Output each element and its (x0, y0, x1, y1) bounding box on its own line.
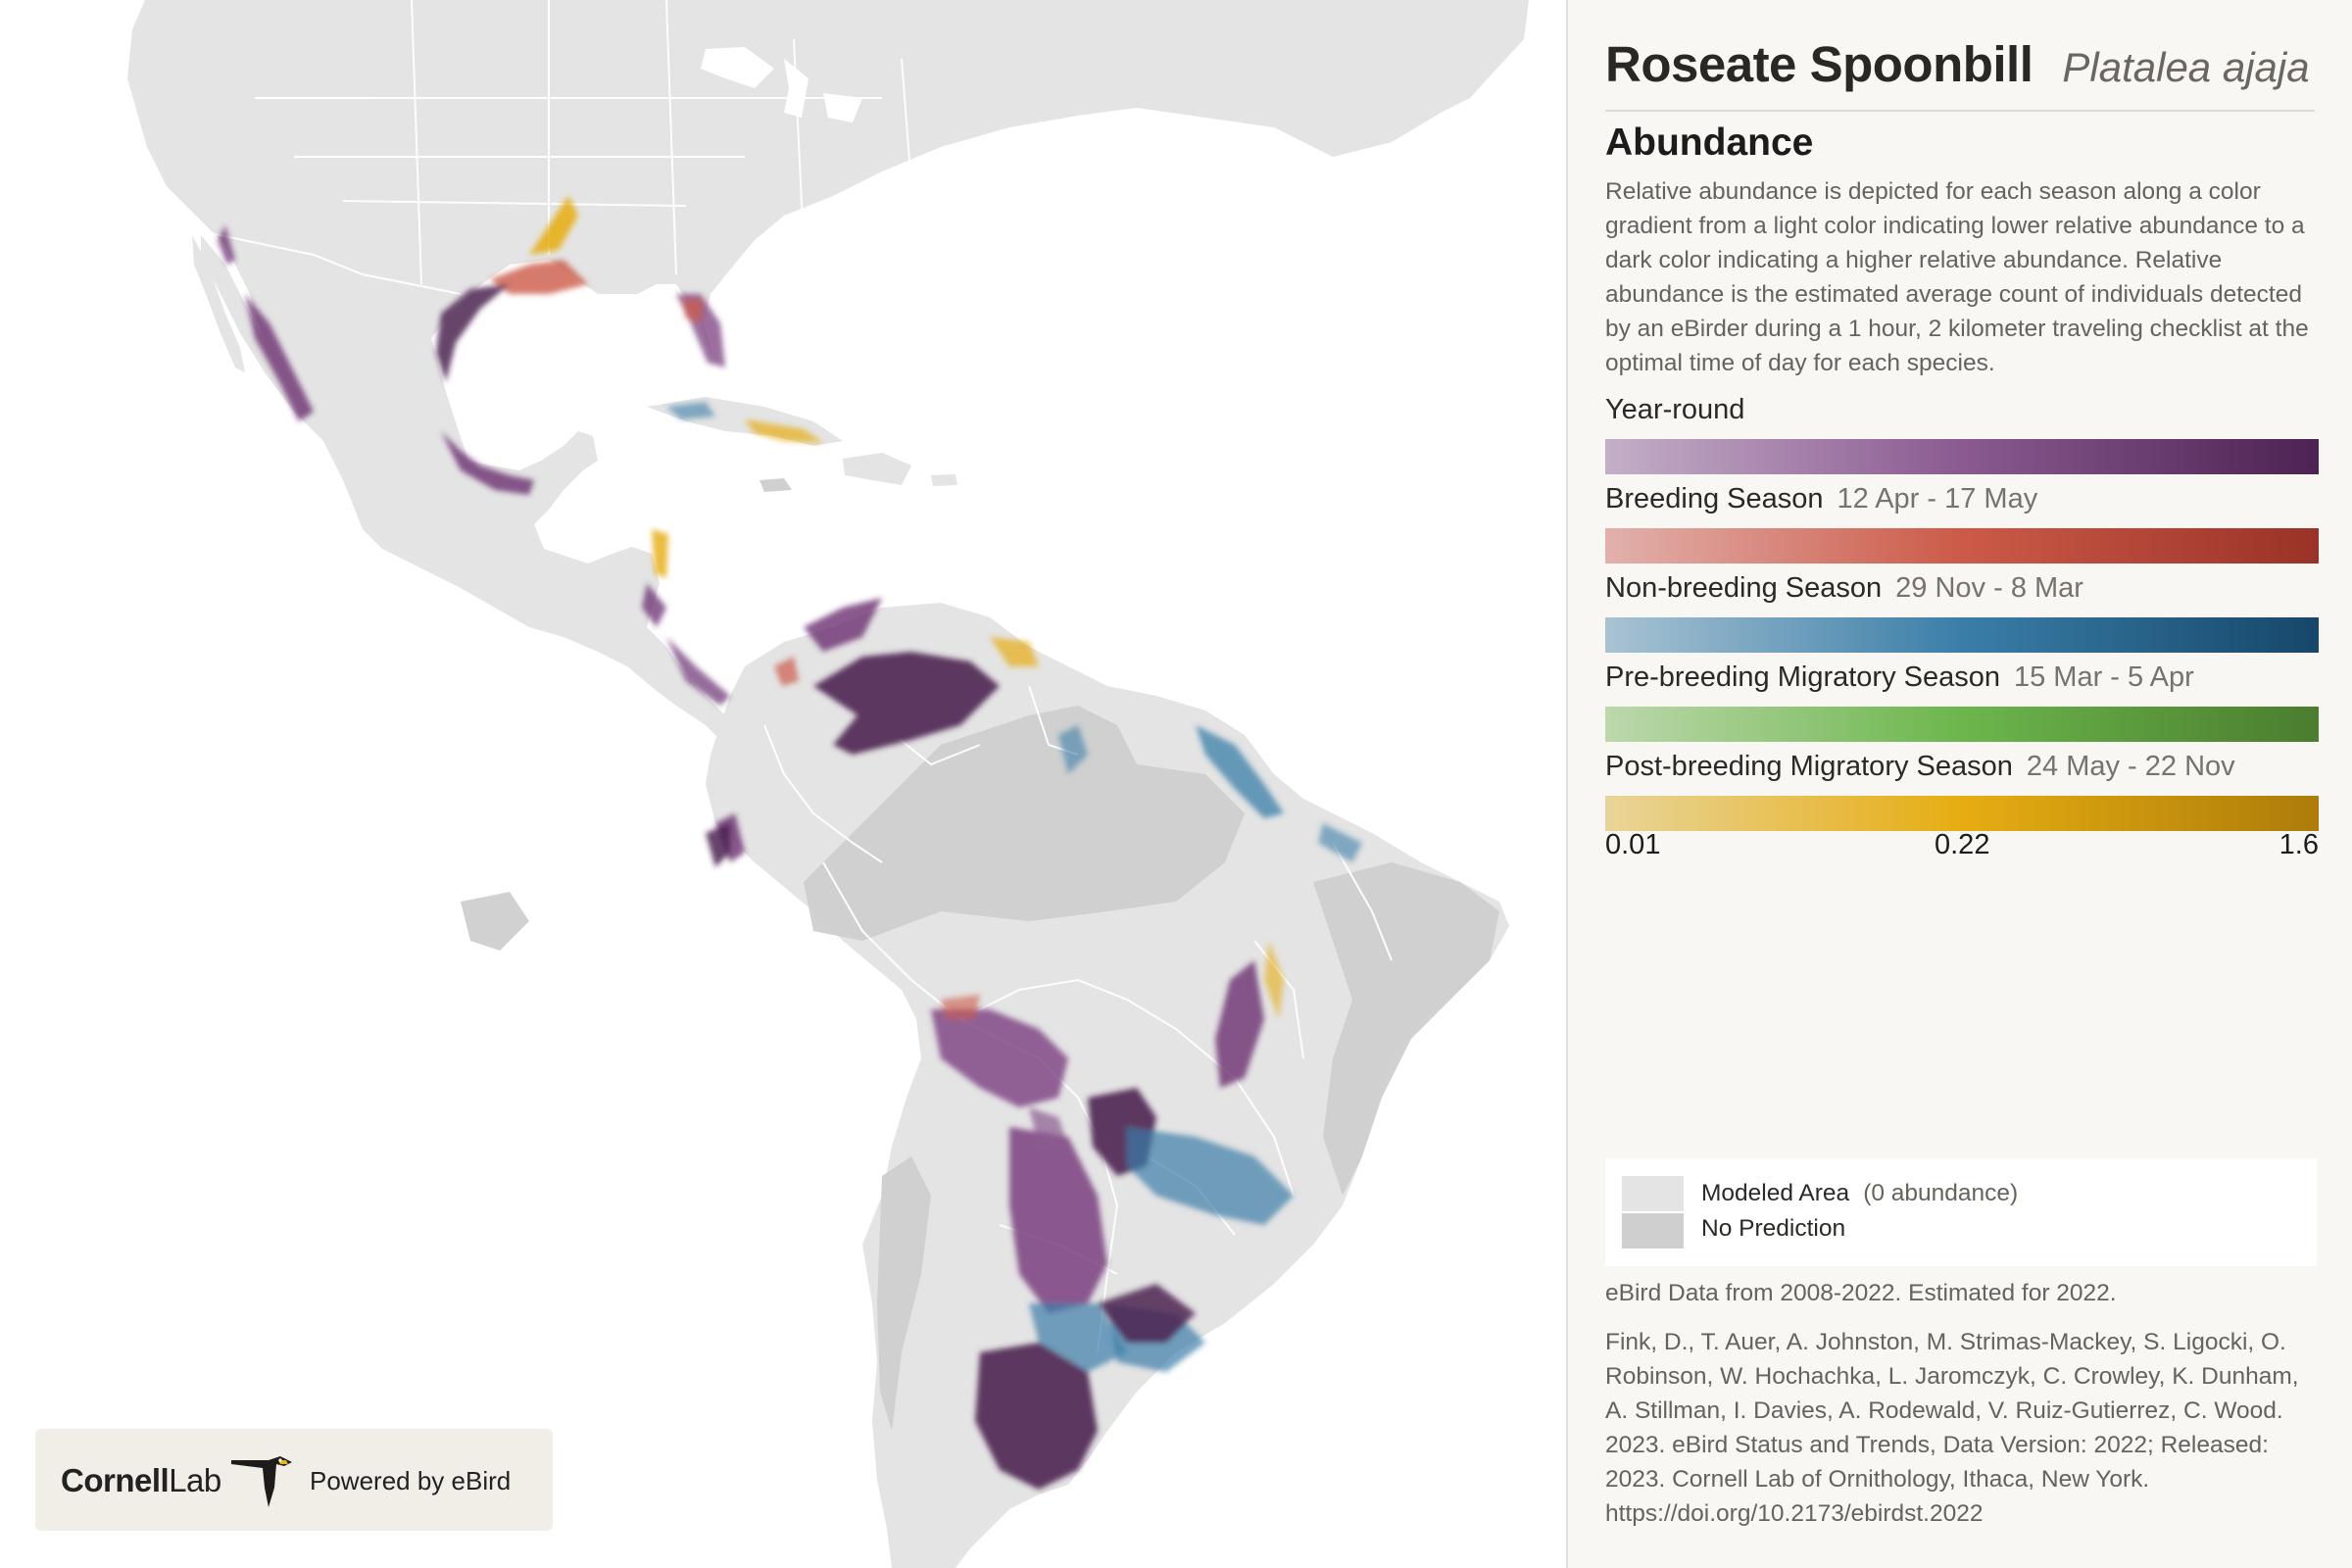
abundance-scale-ticks: 0.01 0.22 1.6 (1605, 829, 2319, 864)
jamaica (760, 478, 792, 492)
species-scientific-name: Platalea ajaja (2062, 44, 2310, 90)
season-dates: 24 May - 22 Nov (2026, 751, 2235, 782)
bird-logo-icon (231, 1456, 292, 1507)
abundance-heading: Abundance (1605, 122, 1814, 164)
map-panel[interactable]: CornellLab Powered by eBird (0, 0, 1566, 1568)
range-map[interactable] (0, 0, 1566, 1568)
season-label: Year-round (1605, 394, 1745, 425)
pre-breeding-color-bar (1605, 707, 2319, 742)
tick-mid: 0.22 (1935, 829, 1990, 860)
cornell-lab-wordmark: CornellLab (61, 1462, 221, 1498)
species-common-name: Roseate Spoonbill (1605, 36, 2034, 92)
season-dates: 12 Apr - 17 May (1837, 483, 2038, 514)
powered-by-ebird: Powered by eBird (310, 1466, 512, 1495)
season-label: Non-breeding Season (1605, 572, 1883, 604)
no-prediction-swatch (1622, 1213, 1684, 1249)
year-round-color-bar (1605, 439, 2319, 474)
season-dates: 15 Mar - 5 Apr (2013, 662, 2194, 693)
post-breeding-color-bar (1605, 796, 2319, 831)
season-post-breeding: Post-breeding Migratory Season 24 May - 2… (1605, 747, 2319, 831)
great-lakes (701, 47, 862, 122)
season-non-breeding: Non-breeding Season 29 Nov - 8 Mar (1605, 568, 2319, 653)
tick-min: 0.01 (1605, 829, 1661, 860)
cornell-lab-logo-box[interactable]: CornellLab Powered by eBird (35, 1429, 553, 1531)
modeled-area-swatch (1622, 1176, 1684, 1211)
area-legend: Modeled Area (0 abundance) No Prediction (1605, 1158, 2317, 1266)
baja-california (192, 235, 245, 372)
non-breeding-color-bar (1605, 617, 2319, 653)
puerto-rico (931, 474, 957, 486)
no-prediction-label: No Prediction (1701, 1215, 1846, 1242)
abundance-description: Relative abundance is depicted for each … (1605, 178, 2309, 376)
abundance-overlay (218, 196, 1362, 1490)
no-prediction-areas (461, 706, 1499, 1431)
hispaniola (843, 453, 911, 485)
species-title: Roseate Spoonbill Platalea ajaja (1605, 35, 2315, 112)
season-year-round: Year-round (1605, 390, 2319, 474)
season-label: Breeding Season (1605, 483, 1824, 514)
tick-max: 1.6 (2278, 829, 2319, 860)
data-note: eBird Data from 2008-2022. Estimated for… (1605, 1280, 2117, 1306)
season-pre-breeding: Pre-breeding Migratory Season 15 Mar - 5 … (1605, 658, 2319, 742)
season-breeding: Breeding Season 12 Apr - 17 May (1605, 479, 2319, 564)
legend-panel: Roseate Spoonbill Platalea ajaja Abundan… (1566, 0, 2352, 1568)
breeding-color-bar (1605, 528, 2319, 564)
citation: Fink, D., T. Auer, A. Johnston, M. Strim… (1605, 1329, 2299, 1527)
season-label: Post-breeding Migratory Season (1605, 751, 2013, 782)
modeled-area-label: Modeled Area (0 abundance) (1701, 1180, 2019, 1206)
season-label: Pre-breeding Migratory Season (1605, 662, 2000, 693)
north-america-land (127, 0, 1529, 755)
season-dates: 29 Nov - 8 Mar (1895, 572, 2083, 604)
